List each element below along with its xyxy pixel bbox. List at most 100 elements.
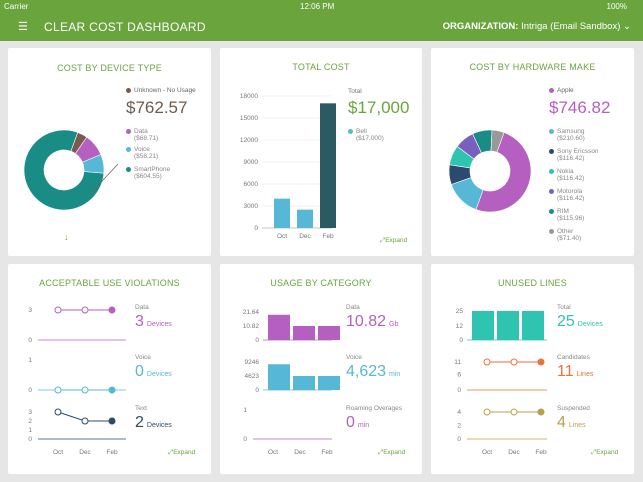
expand-button[interactable]: ⤢Expand bbox=[591, 449, 619, 456]
y-tick-label: 3000 bbox=[244, 203, 259, 210]
row-label: Data bbox=[346, 304, 360, 311]
data-point[interactable] bbox=[483, 358, 491, 366]
expand-button[interactable]: ⤢Expand bbox=[378, 449, 406, 456]
data-point[interactable] bbox=[81, 417, 89, 425]
legend-value: ($210.60) bbox=[557, 135, 585, 142]
battery-label: 100% bbox=[606, 2, 627, 11]
expand-button[interactable]: ⤢Expand bbox=[168, 449, 196, 456]
total-cost-value: $17,000 bbox=[348, 98, 410, 117]
data-point[interactable] bbox=[510, 358, 518, 366]
donut-slice[interactable] bbox=[475, 132, 532, 213]
data-point[interactable] bbox=[54, 386, 62, 394]
x-tick-label: Oct bbox=[482, 449, 492, 456]
hamburger-icon[interactable]: ☰ bbox=[18, 21, 28, 33]
voice-violations-value: 0 Devices bbox=[135, 363, 172, 380]
bar[interactable] bbox=[268, 364, 290, 390]
y-tick-label: 10.82 bbox=[243, 323, 260, 330]
bar[interactable] bbox=[318, 376, 340, 390]
data-point[interactable] bbox=[54, 306, 62, 314]
card-title: UNUSED LINES bbox=[498, 278, 567, 288]
bar[interactable] bbox=[293, 326, 315, 340]
x-tick-label: Feb bbox=[535, 449, 547, 456]
row-label: Suspended bbox=[557, 405, 590, 412]
leader-line bbox=[89, 163, 119, 195]
data-point[interactable] bbox=[54, 408, 62, 416]
bar[interactable] bbox=[293, 376, 315, 390]
legend-dot bbox=[348, 128, 353, 134]
y-tick-label: 6 bbox=[457, 372, 461, 379]
chevron-down-icon: ⌄ bbox=[623, 21, 631, 32]
donut-slice[interactable] bbox=[490, 129, 505, 153]
roaming-usage-value: 0 min bbox=[346, 414, 370, 431]
card-acceptable-use-violations[interactable]: ACCEPTABLE USE VIOLATIONS 0 3 0 1 0 1 2 3 Oct Dec… bbox=[8, 264, 211, 474]
y-tick-label: 12 bbox=[456, 323, 464, 330]
card-cost-by-device-type[interactable]: COST BY DEVICE TYPE Unknown - No Usage $… bbox=[8, 48, 211, 256]
data-point[interactable] bbox=[537, 358, 545, 366]
hardware-make-donut-chart[interactable] bbox=[448, 129, 532, 213]
violations-charts[interactable]: 0 3 0 1 0 1 2 3 Oct Dec Feb bbox=[8, 264, 211, 474]
clock: 12:06 PM bbox=[300, 2, 335, 11]
x-tick-label: Feb bbox=[322, 233, 334, 240]
usage-charts[interactable]: 0 10.82 21.64 0 4623 9246 0 1 Oct Dec Feb bbox=[220, 264, 422, 474]
legend-dot bbox=[126, 128, 131, 134]
bar[interactable] bbox=[297, 209, 313, 228]
bar[interactable] bbox=[522, 311, 544, 340]
y-tick-label: 3 bbox=[28, 409, 32, 416]
total-cost-bar-chart[interactable]: 0 3000 6000 9000 12000 15000 18000 Oct Dec Feb bbox=[220, 48, 422, 256]
legend-value: ($116.42) bbox=[557, 155, 585, 162]
legend-item: Samsung ($210.60) bbox=[549, 128, 585, 142]
card-total-cost[interactable]: TOTAL COST 0 3000 6000 9000 12000 15000 18000 O… bbox=[220, 48, 422, 256]
data-point[interactable] bbox=[537, 408, 545, 416]
card-title: COST BY HARDWARE MAKE bbox=[469, 62, 596, 72]
device-type-donut-chart[interactable] bbox=[23, 129, 105, 211]
bar[interactable] bbox=[472, 311, 494, 340]
y-tick-label: 1 bbox=[28, 357, 32, 364]
data-point[interactable] bbox=[108, 386, 116, 394]
x-tick-label: Dec bbox=[79, 449, 91, 456]
row-label: Text bbox=[135, 405, 147, 412]
bar[interactable] bbox=[318, 326, 340, 340]
bar[interactable] bbox=[274, 198, 290, 228]
organization-selector[interactable]: ORGANIZATION: Intriga (Email Sandbox) ⌄ bbox=[443, 21, 631, 32]
data-point[interactable] bbox=[483, 408, 491, 416]
bar[interactable] bbox=[268, 314, 290, 340]
data-point[interactable] bbox=[81, 306, 89, 314]
suspended-value: 4 Lines bbox=[557, 414, 586, 431]
card-usage-by-category[interactable]: USAGE BY CATEGORY 0 10.82 21.64 0 4623 9246 0 1… bbox=[220, 264, 422, 474]
data-usage-value: 10.82 Gb bbox=[346, 313, 399, 330]
data-point[interactable] bbox=[108, 417, 116, 425]
y-tick-label: 0 bbox=[254, 225, 258, 232]
x-tick-label: Feb bbox=[321, 449, 333, 456]
row-label: Candidates bbox=[557, 354, 590, 361]
legend-name: Samsung bbox=[557, 128, 585, 135]
legend-name: Nokia bbox=[557, 168, 574, 175]
x-tick-label: Dec bbox=[294, 449, 306, 456]
x-tick-label: Oct bbox=[268, 449, 278, 456]
y-tick-label: 12000 bbox=[240, 137, 258, 144]
donut-slice[interactable] bbox=[23, 129, 105, 211]
arrow-down-icon[interactable]: ↓ bbox=[64, 232, 69, 242]
legend-dot bbox=[549, 208, 554, 214]
x-tick-label: Dec bbox=[508, 449, 520, 456]
data-point[interactable] bbox=[108, 306, 116, 314]
text-violations-value: 2 Devices bbox=[135, 414, 172, 431]
card-title: ACCEPTABLE USE VIOLATIONS bbox=[39, 278, 180, 288]
y-tick-label: 0 bbox=[28, 387, 32, 394]
legend-item: Voice ($58.21) bbox=[126, 146, 158, 160]
card-cost-by-hardware-make[interactable]: COST BY HARDWARE MAKE Apple $746.82 Sams… bbox=[431, 48, 634, 256]
data-point[interactable] bbox=[81, 386, 89, 394]
y-tick-label: 9000 bbox=[244, 159, 259, 166]
y-tick-label: 25 bbox=[456, 308, 464, 315]
y-tick-label: 2 bbox=[28, 418, 32, 425]
bar[interactable] bbox=[320, 103, 336, 228]
y-tick-label: 18000 bbox=[240, 93, 258, 100]
unused-lines-charts[interactable]: 0 12 25 0 6 11 0 2 4 Oct Dec Feb bbox=[431, 264, 634, 474]
row-label: Roaming Overages bbox=[346, 405, 402, 412]
legend-name: RIM bbox=[557, 208, 569, 215]
carrier-label: Carrier bbox=[4, 2, 29, 11]
data-point[interactable] bbox=[510, 408, 518, 416]
expand-button[interactable]: ⤢Expand bbox=[380, 237, 408, 244]
bar[interactable] bbox=[497, 311, 519, 340]
card-unused-lines[interactable]: UNUSED LINES 0 12 25 0 6 11 0 2 4 Oct Dec Feb Total… bbox=[431, 264, 634, 474]
y-tick-label: 0 bbox=[255, 337, 259, 344]
